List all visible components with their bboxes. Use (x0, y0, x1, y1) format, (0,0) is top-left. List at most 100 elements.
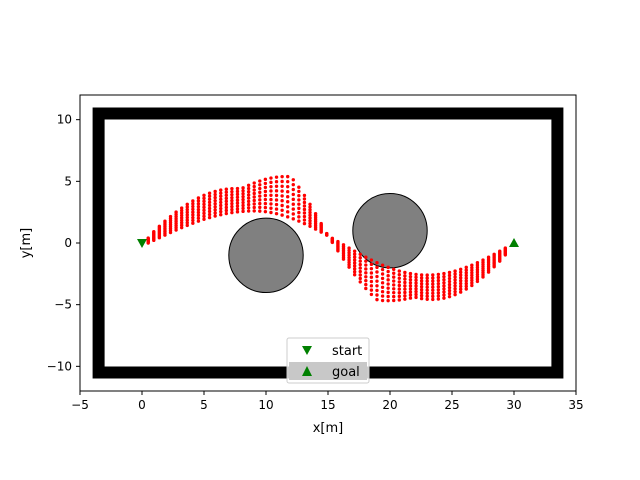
trajectory-point (163, 219, 167, 223)
trajectory-point (414, 289, 418, 294)
trajectory-point (291, 202, 295, 206)
trajectory-point (470, 273, 474, 277)
x-tick-label: −5 (71, 398, 89, 412)
trajectory-point (224, 196, 229, 201)
trajectory-point (269, 210, 273, 215)
trajectory-point (274, 207, 279, 211)
trajectory-point (207, 212, 212, 217)
trajectory-point (386, 269, 390, 274)
trajectory-point (403, 270, 407, 275)
trajectory-point (470, 265, 474, 270)
trajectory-point (207, 209, 212, 214)
trajectory-point (179, 218, 184, 223)
trajectory-point (408, 274, 413, 279)
trajectory-point (230, 192, 234, 197)
trajectory-point (447, 291, 452, 296)
trajectory-point (269, 193, 273, 197)
trajectory-point (246, 186, 251, 191)
trajectory-point (503, 253, 508, 257)
trajectory-point (347, 255, 351, 260)
trajectory-point (252, 191, 256, 196)
trajectory-point (230, 210, 234, 215)
trajectory-point (207, 215, 212, 220)
trajectory-point (369, 266, 374, 271)
trajectory-point (185, 218, 189, 222)
trajectory-point (252, 181, 256, 185)
trajectory-point (380, 281, 385, 285)
trajectory-point (425, 294, 429, 298)
trajectory-point (352, 255, 357, 259)
trajectory-point (191, 204, 195, 209)
trajectory-point (364, 263, 368, 267)
trajectory-point (425, 273, 429, 277)
trajectory-point (269, 176, 273, 180)
trajectory-point (397, 276, 401, 280)
trajectory-point (207, 203, 212, 208)
trajectory-point (375, 270, 379, 274)
trajectory-point (241, 209, 245, 214)
trajectory-point (235, 201, 240, 205)
trajectory-point (263, 193, 268, 198)
trajectory-point (352, 264, 357, 268)
trajectory-point (369, 258, 374, 262)
trajectory-point (386, 282, 390, 286)
trajectory-point (230, 204, 234, 209)
trajectory-point (274, 184, 279, 188)
trajectory-point (258, 186, 262, 191)
y-tick-label: 0 (64, 236, 72, 250)
trajectory-point (464, 268, 468, 272)
trajectory-point (375, 288, 379, 293)
trajectory-point (347, 251, 351, 255)
trajectory-point (246, 206, 251, 210)
x-tick-label: 35 (568, 398, 583, 412)
trajectory-point (185, 205, 189, 209)
trajectory-point (274, 202, 279, 207)
trajectory-point (179, 213, 184, 218)
trajectory-point (258, 194, 262, 198)
trajectory-point (235, 210, 240, 214)
trajectory-point (447, 288, 452, 293)
trajectory-point (431, 297, 435, 302)
trajectory-point (146, 236, 150, 240)
trajectory-point (431, 279, 435, 283)
trajectory-point (286, 200, 290, 204)
trajectory-point (453, 292, 457, 297)
trajectory-point (375, 261, 379, 265)
trajectory-point (414, 295, 418, 300)
trajectory-point (425, 291, 429, 295)
trajectory-point (464, 271, 468, 275)
trajectory-point (414, 292, 418, 297)
trajectory-point (235, 189, 240, 194)
trajectory-point (297, 206, 301, 211)
trajectory-point (436, 285, 441, 289)
trajectory-point (475, 261, 480, 265)
trajectory-point (274, 193, 279, 198)
trajectory-point (302, 207, 307, 212)
trajectory-point (269, 180, 273, 185)
legend: start goal (286, 337, 370, 384)
trajectory-point (431, 282, 435, 286)
trajectory-point (286, 195, 290, 199)
trajectory-point (458, 273, 463, 277)
trajectory-point (336, 249, 340, 253)
trajectory-point (458, 276, 463, 280)
trajectory-point (475, 277, 480, 281)
trajectory-point (436, 294, 441, 298)
trajectory-point (185, 207, 189, 212)
trajectory-point (235, 207, 240, 211)
trajectory-point (330, 240, 335, 245)
trajectory-point (380, 285, 385, 289)
trajectory-point (230, 186, 234, 191)
trajectory-point (375, 284, 379, 288)
trajectory-point (263, 201, 268, 206)
trajectory-point (191, 215, 195, 220)
trajectory-point (179, 208, 184, 213)
trajectory-point (286, 210, 290, 214)
trajectory-point (408, 287, 413, 291)
trajectory-point (436, 272, 441, 277)
trajectory-point (386, 274, 390, 278)
obstacle-2 (352, 192, 428, 269)
trajectory-point (442, 271, 446, 276)
trajectory-point (196, 202, 201, 206)
trajectory-point (258, 205, 262, 210)
